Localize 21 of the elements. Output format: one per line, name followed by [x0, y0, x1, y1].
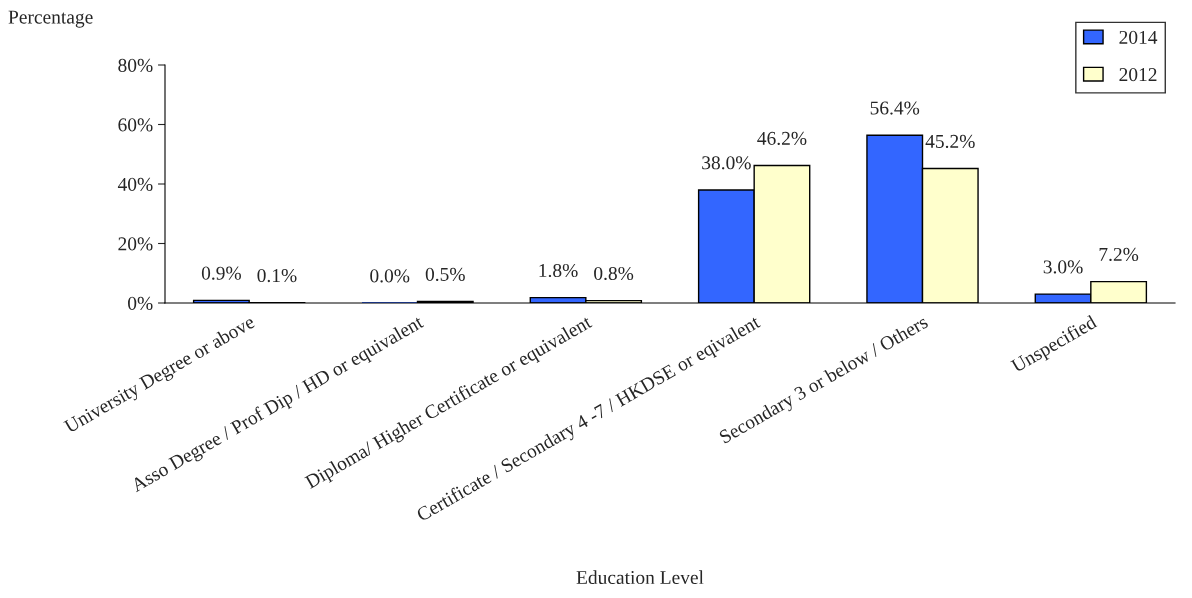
data-label: 0.9% [201, 266, 241, 280]
x-axis-title: Education Level [576, 570, 704, 585]
data-label: 3.0% [1043, 260, 1083, 274]
data-label: 7.2% [1099, 247, 1139, 262]
y-axis-title: Percentage [8, 10, 93, 28]
y-tick-label: 20% [118, 237, 153, 251]
data-label: 0.1% [257, 268, 297, 283]
data-label: 0.5% [425, 267, 465, 281]
y-tick-label: 80% [118, 58, 153, 72]
data-label: 1.8% [539, 263, 578, 278]
legend-label: 2014 [1119, 30, 1158, 44]
legend-label: 2012 [1119, 68, 1157, 82]
y-tick-label: 60% [118, 118, 153, 132]
data-label: 45.2% [925, 134, 975, 148]
y-tick-label: 40% [117, 177, 153, 191]
data-label: 38.0% [702, 156, 751, 170]
data-label: 0.8% [594, 266, 634, 281]
data-label: 46.2% [757, 131, 807, 146]
data-label: 56.4% [870, 101, 920, 115]
y-tick-label: 0% [128, 296, 153, 310]
data-label: 0.0% [370, 269, 410, 283]
